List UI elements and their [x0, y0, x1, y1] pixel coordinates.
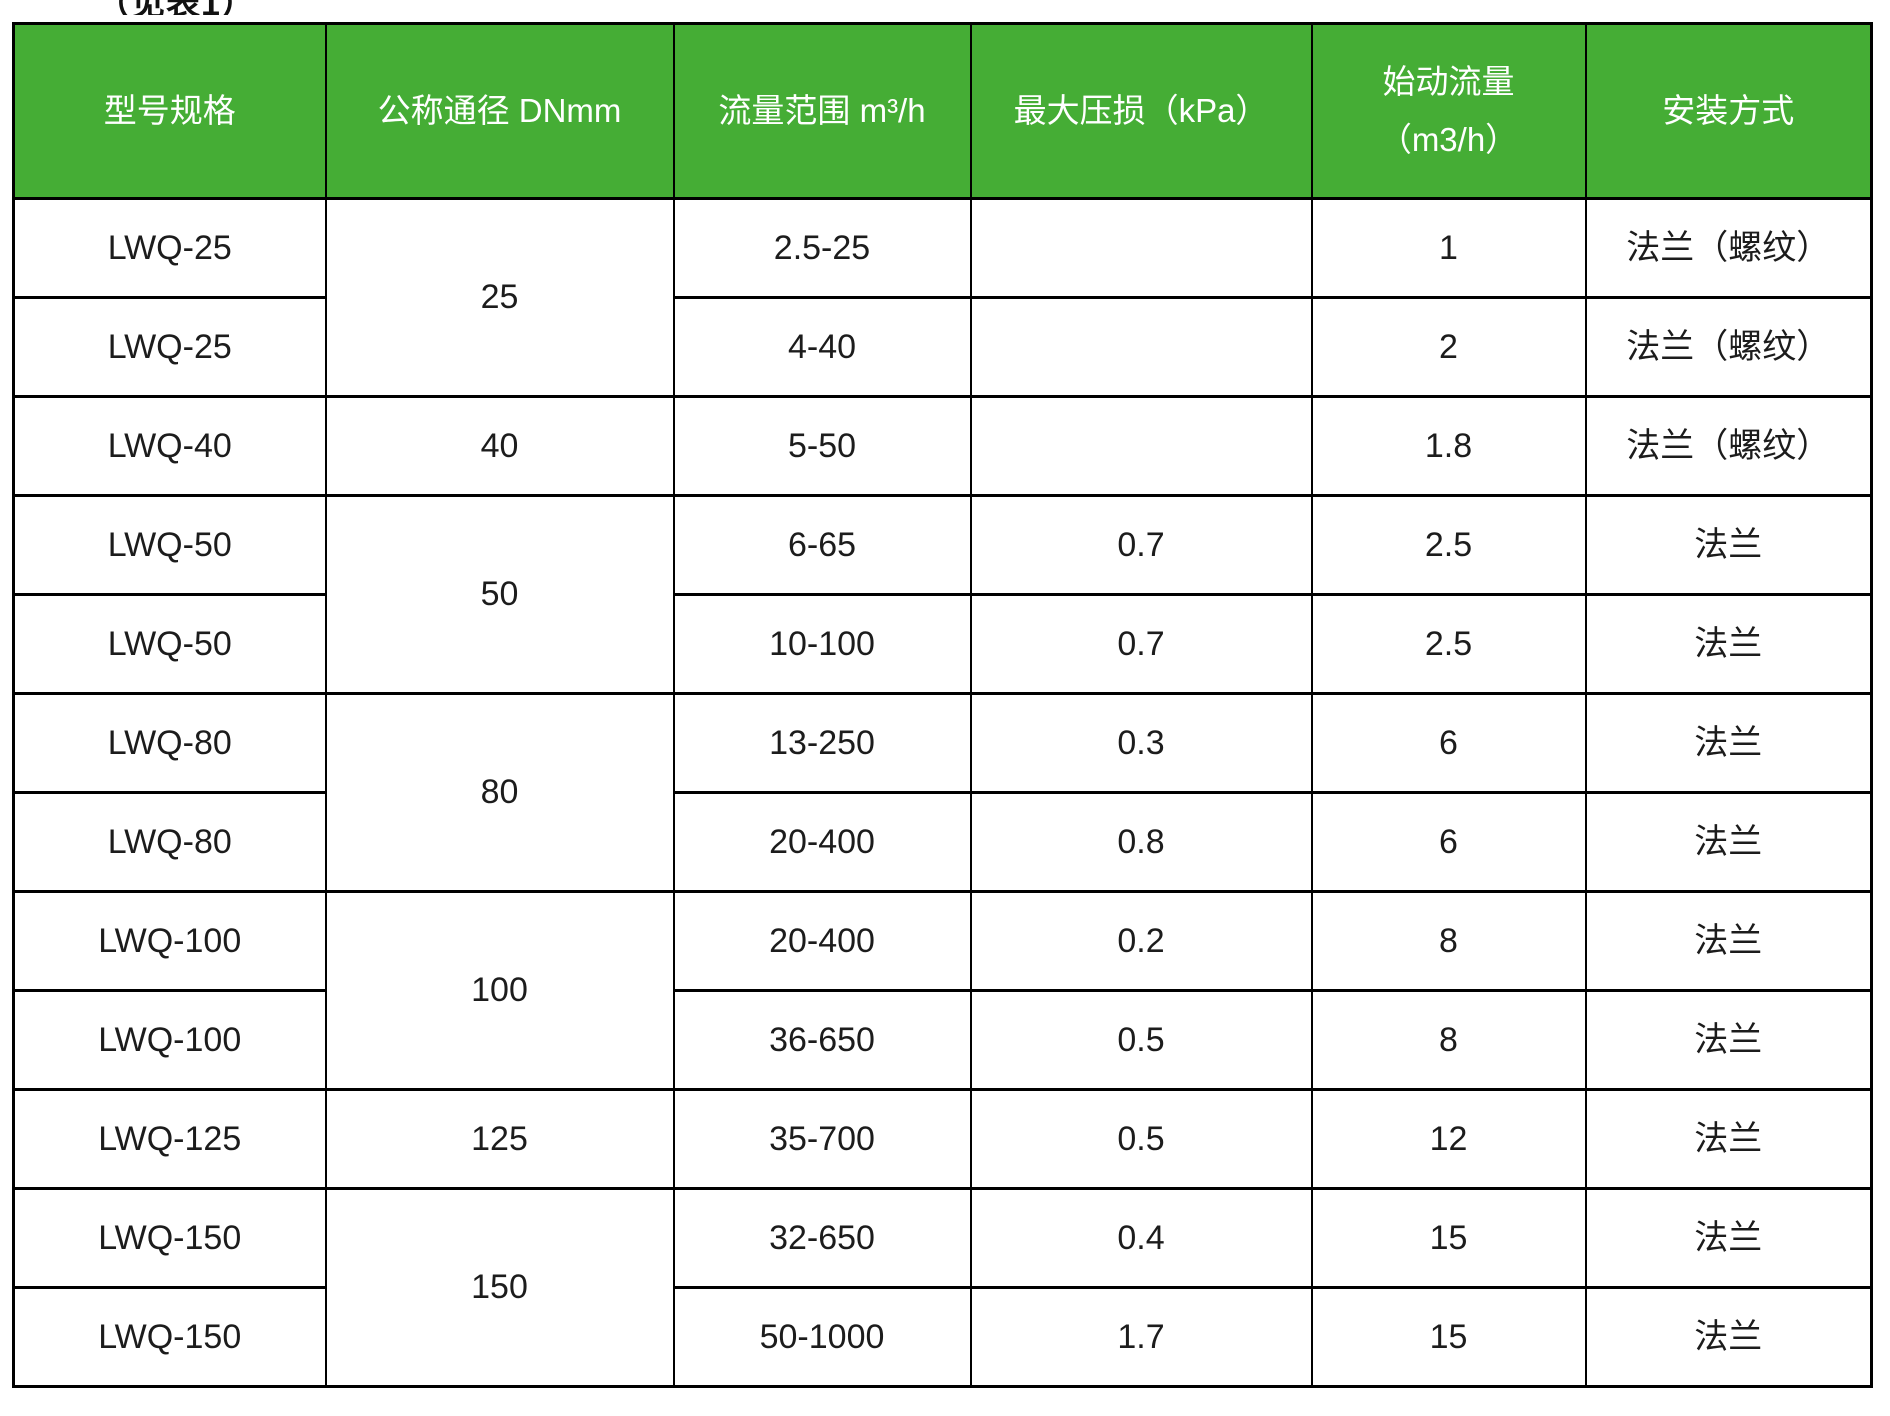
cell-install: 法兰 [1584, 791, 1873, 893]
cell-model: LWQ-25 [12, 296, 327, 398]
table-row: LWQ-25 4-40 2 法兰（螺纹） [12, 296, 1873, 398]
cell-model: LWQ-25 [12, 197, 327, 299]
cell-dn-merged: 50 [324, 494, 675, 695]
cell-model: LWQ-50 [12, 593, 327, 695]
cell-start-flow: 15 [1310, 1187, 1587, 1289]
cell-max-pressure-loss [969, 296, 1313, 398]
cell-install: 法兰 [1584, 692, 1873, 794]
caption-fragment-clip: （见表1） [96, 0, 416, 15]
cell-dn-merged: 80 [324, 692, 675, 893]
cell-start-flow: 2.5 [1310, 593, 1587, 695]
cell-install: 法兰（螺纹） [1584, 395, 1873, 497]
cell-install: 法兰 [1584, 989, 1873, 1091]
cell-model: LWQ-80 [12, 692, 327, 794]
table-row: LWQ-125 125 35-700 0.5 12 法兰 [12, 1088, 1873, 1190]
table-row: LWQ-80 20-400 0.8 6 法兰 [12, 791, 1873, 893]
cell-flow-range: 32-650 [672, 1187, 972, 1289]
table-header-row: 型号规格 公称通径 DNmm 流量范围 m³/h 最大压损（kPa） 始动流量 … [12, 22, 1873, 200]
col-header-start-flow-line2: （m3/h） [1378, 121, 1519, 158]
cell-install: 法兰（螺纹） [1584, 197, 1873, 299]
cell-max-pressure-loss: 0.8 [969, 791, 1313, 893]
cell-model: LWQ-125 [12, 1088, 327, 1190]
cell-start-flow: 15 [1310, 1286, 1587, 1388]
table-row: LWQ-80 80 13-250 0.3 6 法兰 [12, 692, 1873, 893]
cell-max-pressure-loss: 0.7 [969, 593, 1313, 695]
cell-flow-range: 20-400 [672, 890, 972, 992]
cell-dn: 125 [324, 1088, 675, 1190]
cell-install: 法兰 [1584, 1187, 1873, 1289]
table-row: LWQ-150 50-1000 1.7 15 法兰 [12, 1286, 1873, 1388]
cell-flow-range: 20-400 [672, 791, 972, 893]
cell-model: LWQ-100 [12, 890, 327, 992]
table-row: LWQ-25 25 2.5-25 1 法兰（螺纹） [12, 197, 1873, 398]
cell-max-pressure-loss: 0.7 [969, 494, 1313, 596]
table-row: LWQ-100 100 20-400 0.2 8 法兰 [12, 890, 1873, 1091]
cell-max-pressure-loss: 0.5 [969, 1088, 1313, 1190]
cell-flow-range: 6-65 [672, 494, 972, 596]
cell-max-pressure-loss: 0.4 [969, 1187, 1313, 1289]
cell-max-pressure-loss: 0.3 [969, 692, 1313, 794]
cell-install: 法兰（螺纹） [1584, 296, 1873, 398]
cell-flow-range: 10-100 [672, 593, 972, 695]
col-header-install: 安装方式 [1584, 22, 1873, 200]
cell-install: 法兰 [1584, 890, 1873, 992]
cell-flow-range: 5-50 [672, 395, 972, 497]
cell-start-flow: 6 [1310, 692, 1587, 794]
col-header-dn: 公称通径 DNmm [324, 22, 675, 200]
cell-install: 法兰 [1584, 1286, 1873, 1388]
cell-flow-range: 35-700 [672, 1088, 972, 1190]
cell-model: LWQ-150 [12, 1286, 327, 1388]
cell-install: 法兰 [1584, 593, 1873, 695]
table-row: LWQ-50 50 6-65 0.7 2.5 法兰 [12, 494, 1873, 695]
cell-start-flow: 1.8 [1310, 395, 1587, 497]
cell-model: LWQ-100 [12, 989, 327, 1091]
cell-max-pressure-loss: 1.7 [969, 1286, 1313, 1388]
col-header-max-pressure-loss: 最大压损（kPa） [969, 22, 1313, 200]
cell-flow-range: 13-250 [672, 692, 972, 794]
cell-model: LWQ-80 [12, 791, 327, 893]
cell-flow-range: 36-650 [672, 989, 972, 1091]
cell-max-pressure-loss: 0.2 [969, 890, 1313, 992]
cell-flow-range: 4-40 [672, 296, 972, 398]
cell-start-flow: 2 [1310, 296, 1587, 398]
cell-install: 法兰 [1584, 1088, 1873, 1190]
cell-dn: 40 [324, 395, 675, 497]
cell-max-pressure-loss: 0.5 [969, 989, 1313, 1091]
cell-dn-merged: 25 [324, 197, 675, 398]
col-header-model: 型号规格 [12, 22, 327, 200]
cell-dn-merged: 100 [324, 890, 675, 1091]
cell-start-flow: 1 [1310, 197, 1587, 299]
cell-install: 法兰 [1584, 494, 1873, 596]
cell-flow-range: 2.5-25 [672, 197, 972, 299]
cell-start-flow: 6 [1310, 791, 1587, 893]
cell-start-flow: 8 [1310, 989, 1587, 1091]
table-row: LWQ-40 40 5-50 1.8 法兰（螺纹） [12, 395, 1873, 497]
col-header-flow-range: 流量范围 m³/h [672, 22, 972, 200]
table-row: LWQ-100 36-650 0.5 8 法兰 [12, 989, 1873, 1091]
caption-fragment-text: （见表1） [96, 0, 416, 15]
cell-start-flow: 12 [1310, 1088, 1587, 1190]
cell-model: LWQ-150 [12, 1187, 327, 1289]
cell-start-flow: 8 [1310, 890, 1587, 992]
col-header-start-flow-line1: 始动流量 [1382, 63, 1515, 101]
flowmeter-spec-table: 型号规格 公称通径 DNmm 流量范围 m³/h 最大压损（kPa） 始动流量 … [12, 22, 1873, 1388]
col-header-start-flow: 始动流量 （m3/h） [1310, 22, 1587, 200]
cell-start-flow: 2.5 [1310, 494, 1587, 596]
table-row: LWQ-50 10-100 0.7 2.5 法兰 [12, 593, 1873, 695]
table-row: LWQ-150 150 32-650 0.4 15 法兰 [12, 1187, 1873, 1388]
cell-model: LWQ-50 [12, 494, 327, 596]
cell-model: LWQ-40 [12, 395, 327, 497]
cell-flow-range: 50-1000 [672, 1286, 972, 1388]
cell-max-pressure-loss [969, 395, 1313, 497]
cell-max-pressure-loss [969, 197, 1313, 299]
cell-dn-merged: 150 [324, 1187, 675, 1388]
